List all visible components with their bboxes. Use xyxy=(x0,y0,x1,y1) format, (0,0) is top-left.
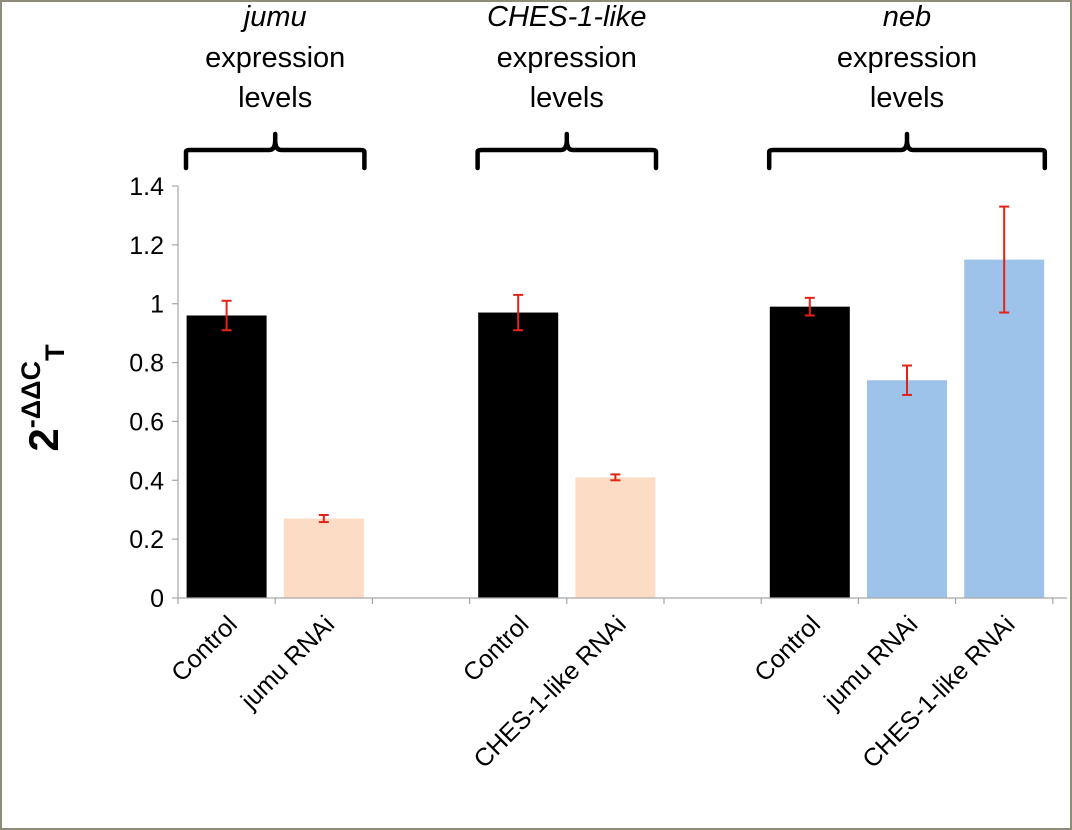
group-brackets xyxy=(183,131,1048,171)
ylabel-base: 2 xyxy=(20,428,67,451)
group-bracket xyxy=(183,131,367,171)
group-title-line: levels xyxy=(238,82,312,114)
group-title-line: levels xyxy=(530,82,604,114)
group-title-line: expression xyxy=(497,42,637,74)
y-tick-label: 0.4 xyxy=(129,467,164,495)
bar xyxy=(867,380,947,598)
error-bars xyxy=(221,205,1010,524)
y-tick-label: 0.2 xyxy=(129,526,164,554)
y-tick-label: 1 xyxy=(150,291,164,319)
group-bracket xyxy=(475,131,659,171)
y-tick-label: 0.8 xyxy=(129,350,164,378)
y-axis: 0 0.2 0.4 0.6 0.8 1 1.2 1.4 xyxy=(129,173,179,613)
y-tick-label: 1.2 xyxy=(129,232,164,260)
y-tick-label: 0.6 xyxy=(129,408,164,436)
group-title-line: expression xyxy=(837,42,977,74)
group-bracket xyxy=(766,131,1048,171)
bar xyxy=(769,306,850,598)
bars xyxy=(186,259,1045,598)
category-label: Control xyxy=(458,610,535,687)
ylabel-subscript: T xyxy=(40,344,70,361)
bar xyxy=(964,259,1045,598)
ylabel-exponent: -ΔΔC xyxy=(16,361,46,428)
svg-text:2-ΔΔCT: 2-ΔΔCT xyxy=(16,344,70,452)
bar xyxy=(575,477,656,598)
category-label: Control xyxy=(749,610,826,687)
category-label: jumu RNAi xyxy=(818,610,923,715)
group-titles: jumu expression levels CHES-1-like expressio… xyxy=(205,1,977,114)
category-label: Control xyxy=(166,610,243,687)
bar xyxy=(478,312,559,598)
y-tick-label: 1.4 xyxy=(129,173,164,201)
group-title-gene: CHES-1-like xyxy=(487,1,647,33)
group-title-gene: neb xyxy=(883,1,931,33)
category-label: jumu RNAi xyxy=(235,610,340,715)
bar xyxy=(283,518,364,598)
group-title-line: expression xyxy=(205,42,345,74)
bar xyxy=(186,315,267,598)
y-tick-label: 0 xyxy=(150,585,164,613)
group-title-line: levels xyxy=(870,82,944,114)
group-title-gene: jumu xyxy=(240,1,307,33)
y-axis-label: 2-ΔΔCT xyxy=(16,344,70,452)
